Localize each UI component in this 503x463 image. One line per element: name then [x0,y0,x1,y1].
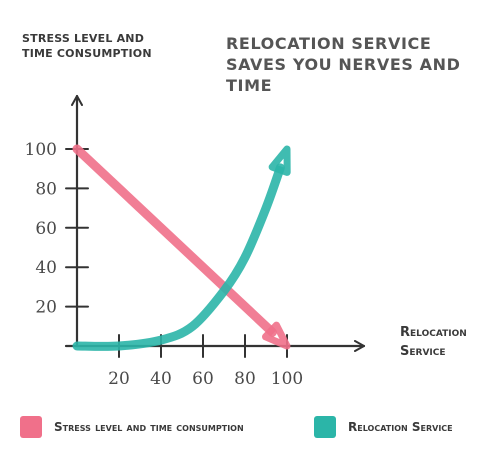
x-tick-label: 60 [192,369,214,389]
series-arrowhead-1 [268,145,291,176]
x-tick-label: 40 [150,369,172,389]
y-tick-label: 40 [35,258,57,278]
legend-item-relocation: Relocation Service [314,416,453,438]
legend-swatch-stress [20,416,42,438]
series-line-0 [72,144,277,337]
y-tick-label: 20 [35,298,57,318]
x-tick-label: 80 [234,369,256,389]
x-axis-title: Relocation Service [400,325,467,359]
series-line-1 [72,163,285,351]
legend-item-stress: Stress level and time consumption [20,416,244,438]
legend-label-relocation: Relocation Service [348,420,453,434]
chart-title: RELOCATION SERVICE SAVES YOU NERVES AND … [226,34,461,95]
y-tick-label: 100 [25,140,57,160]
legend-label-stress: Stress level and time consumption [54,420,244,434]
series-arrowhead-0 [261,321,291,350]
x-tick-label: 20 [108,369,130,389]
legend-swatch-relocation [314,416,336,438]
legend: Stress level and time consumption Reloca… [20,416,500,446]
y-tick-label: 60 [35,219,57,239]
y-tick-label: 80 [35,179,57,199]
x-tick-label: 100 [271,369,303,389]
y-axis-title: STRESS LEVEL AND TIME CONSUMPTION [22,32,152,60]
